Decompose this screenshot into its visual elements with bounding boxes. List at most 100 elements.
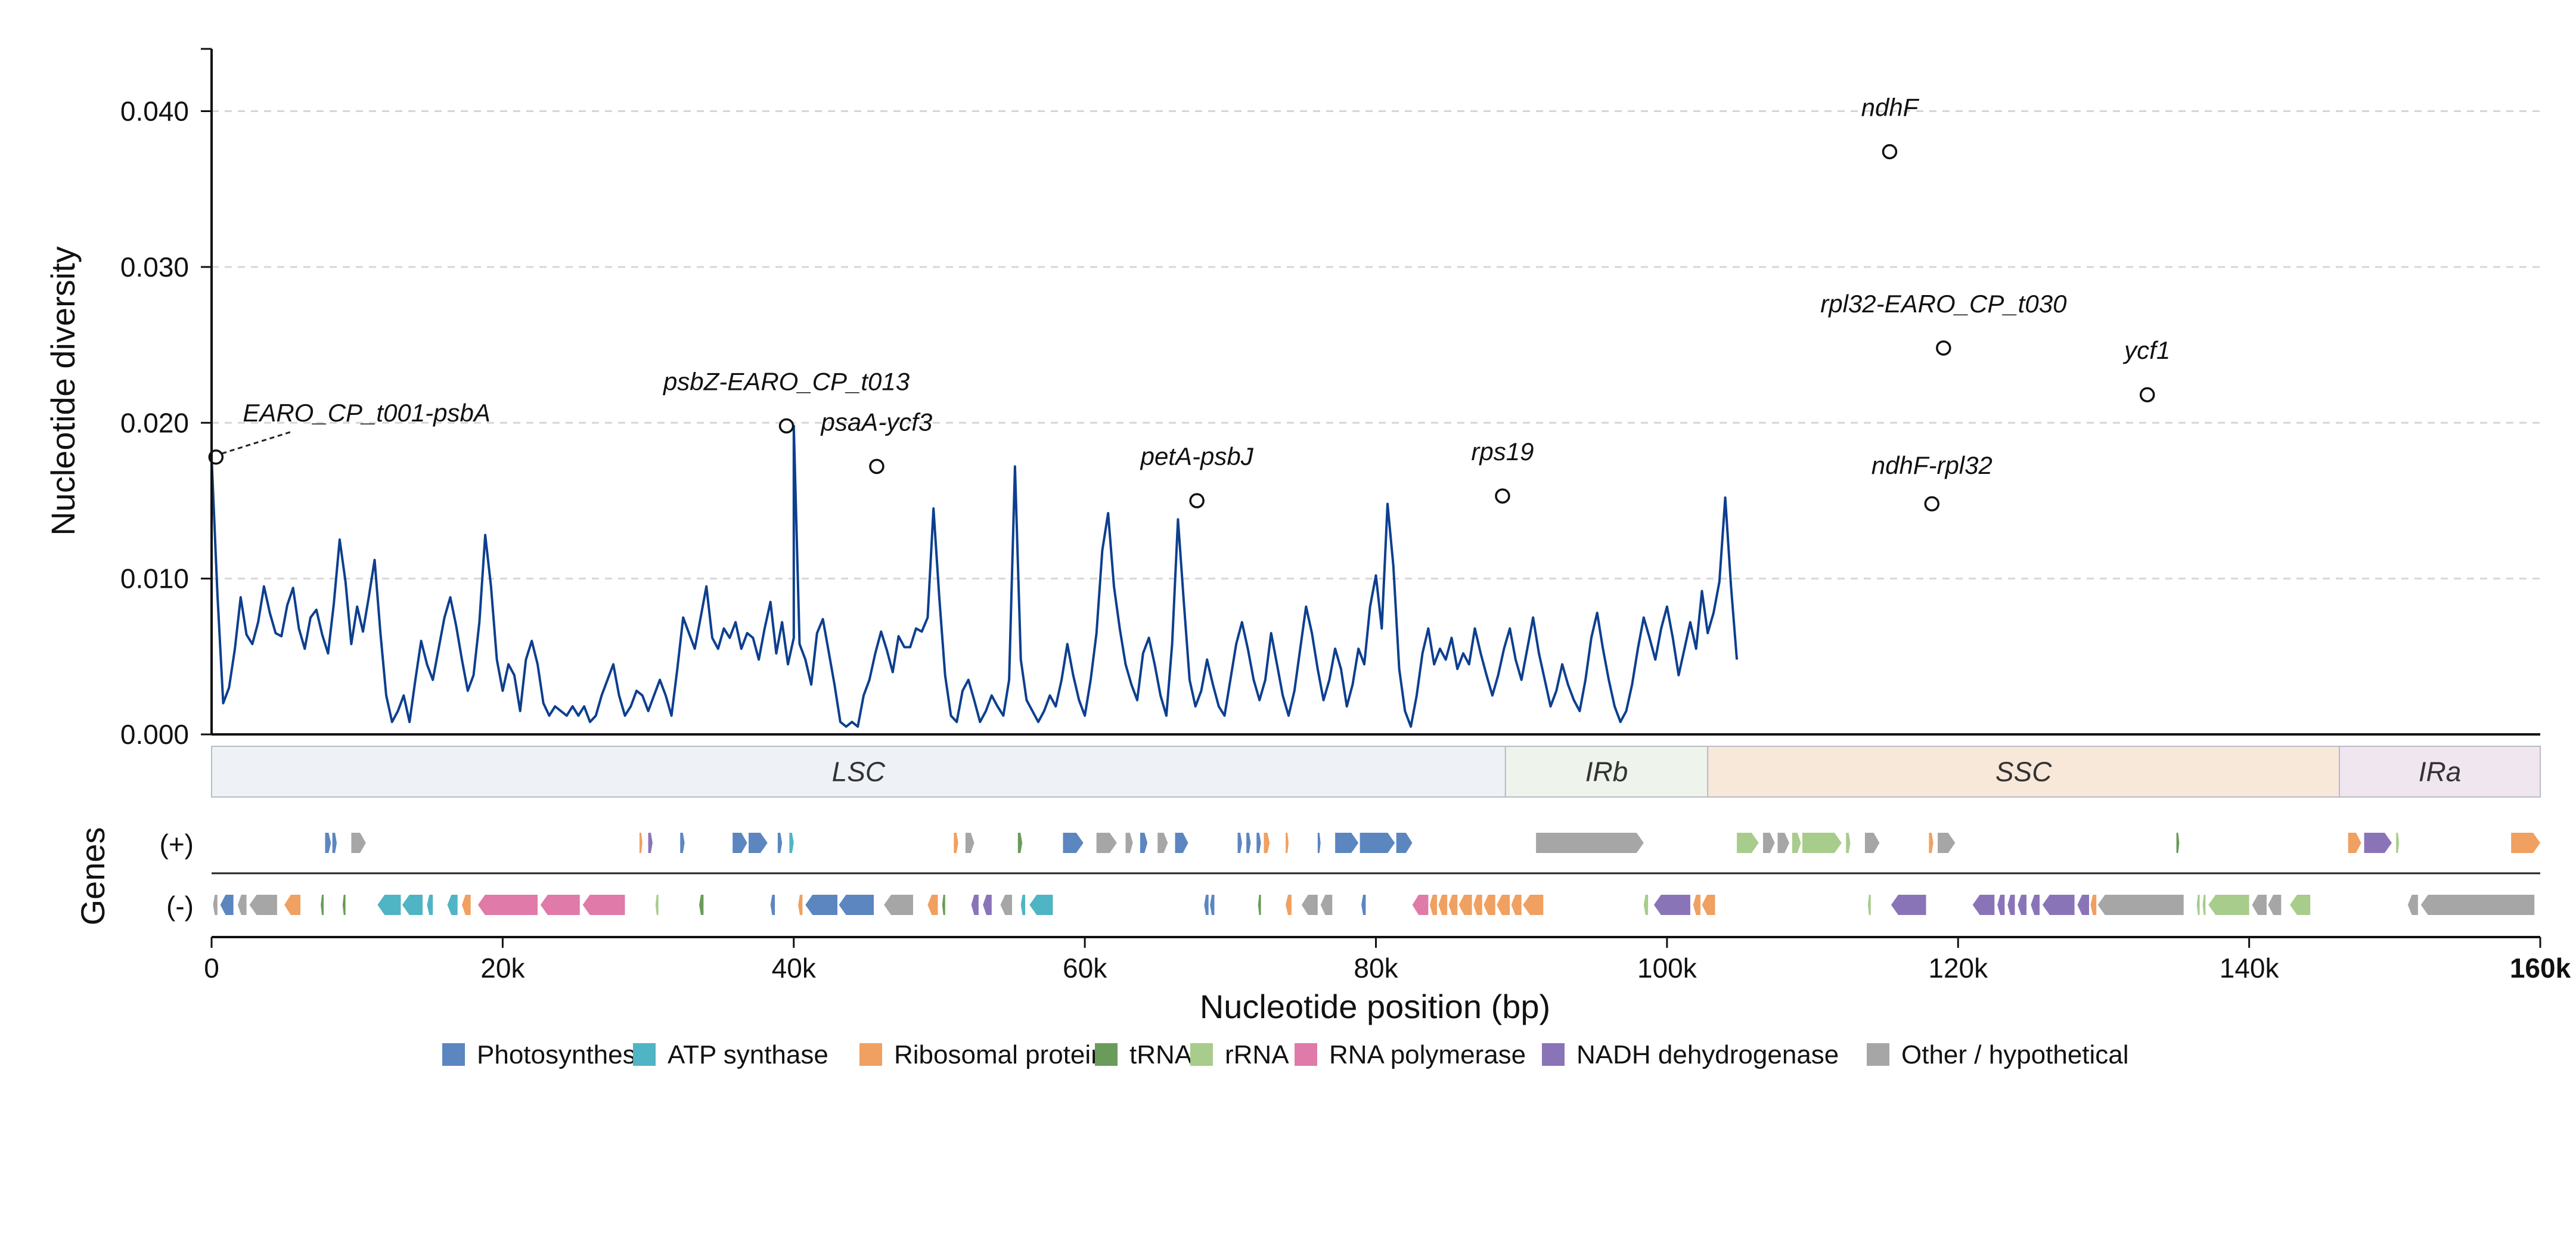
region-label: LSC [832, 756, 886, 787]
gene-plus [1157, 833, 1168, 853]
peak-marker [2139, 387, 2155, 402]
gene-minus [1867, 895, 1871, 915]
gene-minus [2208, 895, 2249, 915]
gene-plus [1096, 833, 1117, 853]
gene-plus [1737, 833, 1759, 853]
peak-label: ndhF-rpl32 [1872, 451, 1992, 479]
gene-minus [2196, 895, 2200, 915]
region-lsc [211, 746, 1506, 798]
legend-label: Other / hypothetical [1901, 1040, 2129, 1069]
gene-minus [582, 895, 625, 915]
x-tick-label: 40k [772, 953, 817, 984]
peak-marker [1882, 144, 1898, 160]
gene-minus [942, 895, 945, 915]
gene-minus [1258, 895, 1261, 915]
gene-minus [2420, 895, 2535, 915]
gene-minus [1301, 895, 1318, 915]
gene-minus [2007, 895, 2015, 915]
gene-minus [427, 895, 433, 915]
gene-minus [1473, 895, 1482, 915]
gene-minus [2289, 895, 2311, 915]
peak-label: psaA-ycf3 [820, 408, 933, 436]
peak-leader-line [221, 431, 291, 455]
legend-swatch [633, 1043, 656, 1066]
x-tick-label: 120k [1928, 953, 1988, 984]
gene-minus [927, 895, 938, 915]
legend-label: rRNA [1225, 1040, 1289, 1069]
region-label: IRa [2419, 756, 2462, 787]
gene-minus [1320, 895, 1333, 915]
gene-minus [1891, 895, 1926, 915]
gene-minus [2252, 895, 2267, 915]
x-tick-label: 60k [1063, 953, 1107, 984]
peak-label: ndhF [1861, 94, 1920, 122]
region-ssc [1707, 746, 2341, 798]
gene-plus [1317, 833, 1321, 853]
x-tick-label: 100k [1637, 953, 1697, 984]
x-tick-label: 140k [2220, 953, 2280, 984]
gene-minus [237, 895, 247, 915]
gene-plus [749, 833, 768, 853]
gene-plus [1360, 833, 1395, 853]
y-tick-label: 0.030 [120, 252, 189, 283]
gene-plus [1237, 833, 1242, 853]
gene-plus [1929, 833, 1933, 853]
gene-minus [220, 895, 234, 915]
gene-minus [971, 895, 979, 915]
gene-minus [699, 895, 704, 915]
gene-minus [284, 895, 300, 915]
gene-minus [2018, 895, 2027, 915]
gene-minus [213, 895, 218, 915]
legend-label: Photosynthesis [477, 1040, 654, 1069]
gene-minus [1523, 895, 1544, 915]
x-tick-label: 80k [1354, 953, 1398, 984]
peak-marker [869, 458, 884, 474]
gene-tracks [212, 833, 2540, 915]
gene-plus [1286, 833, 1289, 853]
gene-minus [1497, 895, 1510, 915]
region-label: IRb [1585, 756, 1628, 787]
region-bar: LSC IRb SSC IRa [211, 746, 2541, 798]
peak-marker [778, 418, 794, 434]
peak-label: ycf1 [2122, 336, 2170, 364]
gene-minus [447, 895, 458, 915]
region-ira [2339, 746, 2541, 798]
gene-minus [2077, 895, 2090, 915]
gene-plus [1536, 833, 1644, 853]
gene-minus [1412, 895, 1429, 915]
gene-plus [1763, 833, 1775, 853]
gene-plus [351, 833, 366, 853]
gene-minus [462, 895, 471, 915]
gene-minus [1972, 895, 1995, 915]
axes: 0.000 0.010 0.020 0.030 0.040 0 20k 40k 60k 80k 10… [120, 48, 2571, 984]
diversity-line [210, 424, 1739, 728]
gene-minus [2042, 895, 2075, 915]
gene-plus [1846, 833, 1851, 853]
gene-plus [1396, 833, 1413, 853]
gene-plus [2511, 833, 2540, 853]
gene-minus [2097, 895, 2184, 915]
gene-plus [2364, 833, 2392, 853]
gene-plus [1246, 833, 1251, 853]
gene-minus [655, 895, 659, 915]
gene-minus [1020, 895, 1026, 915]
gene-minus [342, 895, 346, 915]
gene-plus [1264, 833, 1270, 853]
gene-minus [1438, 895, 1448, 915]
y-tick-label: 0.010 [120, 563, 189, 594]
gene-minus [2090, 895, 2097, 915]
gene-minus [1361, 895, 1366, 915]
grid-lines [212, 110, 2540, 580]
gene-minus [1997, 895, 2005, 915]
legend: Photosynthesis ATP synthase Ribosomal prot… [442, 1040, 2129, 1069]
gene-plus [954, 833, 958, 853]
gene-plus [1938, 833, 1956, 853]
region-label: SSC [1995, 756, 2052, 787]
y-axis-title: Nucleotide diversity [44, 246, 82, 536]
gene-minus [1511, 895, 1522, 915]
gene-plus [1802, 833, 1842, 853]
peak-marker [1924, 496, 1940, 511]
gene-minus [805, 895, 838, 915]
peak-label: psbZ-EARO_CP_t013 [662, 368, 910, 396]
